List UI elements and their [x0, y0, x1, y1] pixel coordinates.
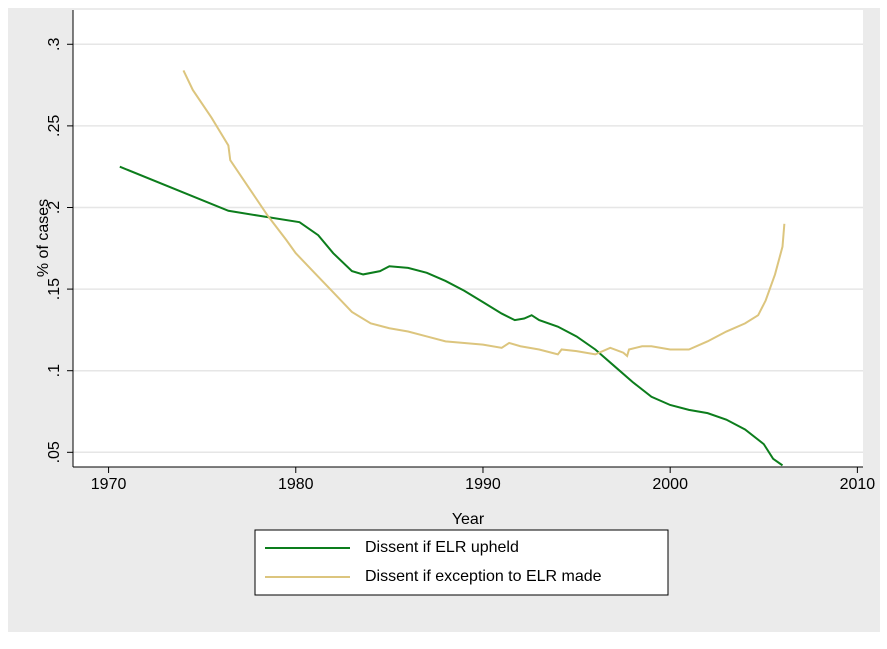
y-tick-label: .05 [46, 441, 63, 463]
y-tick-label: .25 [46, 115, 63, 137]
y-tick-label: .1 [46, 364, 63, 377]
x-tick-label: 1970 [91, 476, 127, 493]
x-tick-label: 1980 [278, 476, 314, 493]
x-tick-label: 2000 [652, 476, 688, 493]
y-tick-label: .3 [46, 38, 63, 51]
x-tick-label: 2010 [840, 476, 876, 493]
legend-label: Dissent if ELR upheld [365, 539, 519, 556]
plot-area [73, 10, 863, 467]
line [119, 165, 784, 467]
x-axis-title: Year [452, 511, 485, 528]
legend-box [254, 529, 669, 596]
y-axis-title: % of cases [35, 199, 52, 277]
line [182, 69, 786, 358]
y-tick-label: .15 [46, 278, 63, 300]
y-tick-label: .2 [46, 201, 63, 214]
legend-label: Dissent if exception to ELR made [365, 568, 602, 585]
x-tick-label: 1990 [465, 476, 501, 493]
